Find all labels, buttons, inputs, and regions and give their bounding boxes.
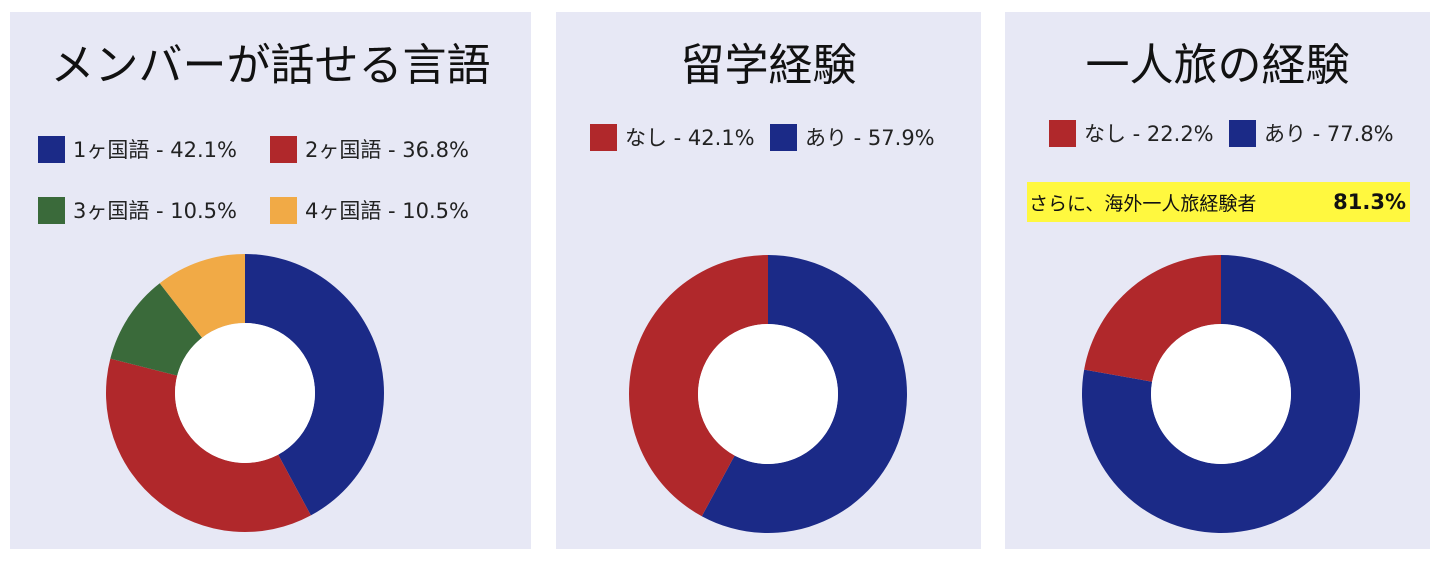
- slice-4ヶ国語: [159, 254, 245, 338]
- legend-swatch: [590, 123, 617, 151]
- legend-swatch: [1229, 119, 1256, 147]
- legend-label: 4ヶ国語 - 10.5%: [305, 199, 470, 223]
- donut-hole: [698, 324, 838, 464]
- legend-swatch: [38, 196, 65, 224]
- legend-label: あり - 57.9%: [805, 126, 935, 150]
- legend-label: なし - 42.1%: [625, 126, 755, 150]
- study-abroad-donut: [628, 255, 907, 533]
- legend-swatch: [770, 123, 797, 151]
- slice-なし: [1084, 255, 1221, 382]
- chart-title: 一人旅の経験: [1085, 40, 1350, 91]
- legend-item-1-language: 1ヶ国語 - 42.1%: [38, 134, 237, 164]
- legend-label: あり - 77.8%: [1264, 122, 1394, 146]
- legend-label: 3ヶ国語 - 10.5%: [73, 199, 238, 223]
- legend-label: 2ヶ国語 - 36.8%: [305, 138, 470, 162]
- slice-なし: [628, 255, 768, 517]
- legend-item-yes: あり - 77.8%: [1229, 118, 1394, 148]
- slice-3ヶ国語: [110, 283, 203, 376]
- annotation-value: 81.3%: [1333, 190, 1406, 214]
- solo-travel-chart-panel: 一人旅の経験 なし - 22.2% あり - 77.8% さらに、海外一人旅経験…: [1005, 12, 1430, 549]
- legend-item-yes: あり - 57.9%: [770, 122, 935, 152]
- annotation-text: さらに、海外一人旅経験者: [1029, 192, 1257, 215]
- legend-item-4-languages: 4ヶ国語 - 10.5%: [270, 195, 469, 225]
- legend-swatch: [270, 196, 297, 224]
- solo-travel-donut: [1082, 255, 1360, 533]
- slice-あり: [701, 255, 907, 533]
- legend-swatch: [270, 135, 297, 163]
- chart-title: 留学経験: [680, 40, 857, 91]
- legend-label: 1ヶ国語 - 42.1%: [73, 138, 238, 162]
- chart-title: メンバーが話せる言語: [50, 40, 491, 91]
- donut-hole: [175, 323, 315, 463]
- languages-chart-panel: メンバーが話せる言語 1ヶ国語 - 42.1% 2ヶ国語 - 36.8% 3ヶ国…: [10, 12, 531, 549]
- slice-2ヶ国語: [105, 358, 311, 532]
- study-abroad-chart-panel: 留学経験 なし - 42.1% あり - 57.9%: [556, 12, 981, 549]
- slice-あり: [1082, 255, 1360, 533]
- legend-swatch: [38, 135, 65, 163]
- slice-1ヶ国語: [245, 254, 385, 516]
- languages-donut: [105, 254, 385, 532]
- legend-item-2-languages: 2ヶ国語 - 36.8%: [270, 134, 469, 164]
- legend-item-none: なし - 22.2%: [1049, 118, 1214, 148]
- donut-hole: [1151, 324, 1291, 464]
- legend-item-3-languages: 3ヶ国語 - 10.5%: [38, 195, 237, 225]
- legend-item-none: なし - 42.1%: [590, 122, 755, 152]
- legend-label: なし - 22.2%: [1084, 122, 1214, 146]
- legend-swatch: [1049, 119, 1076, 147]
- overseas-solo-travel-annotation: さらに、海外一人旅経験者 81.3%: [1027, 182, 1410, 222]
